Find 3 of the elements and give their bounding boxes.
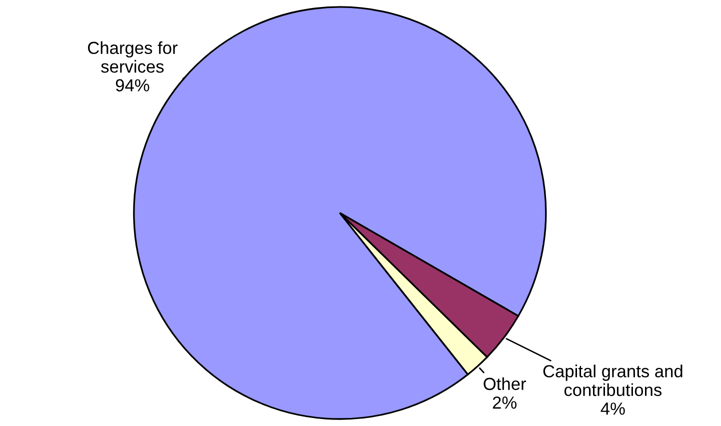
slice-label: Charges for services 94% [88, 41, 178, 92]
slice-label: Capital grants and contributions 4% [543, 364, 682, 415]
slice-label: Other 2% [484, 377, 526, 409]
